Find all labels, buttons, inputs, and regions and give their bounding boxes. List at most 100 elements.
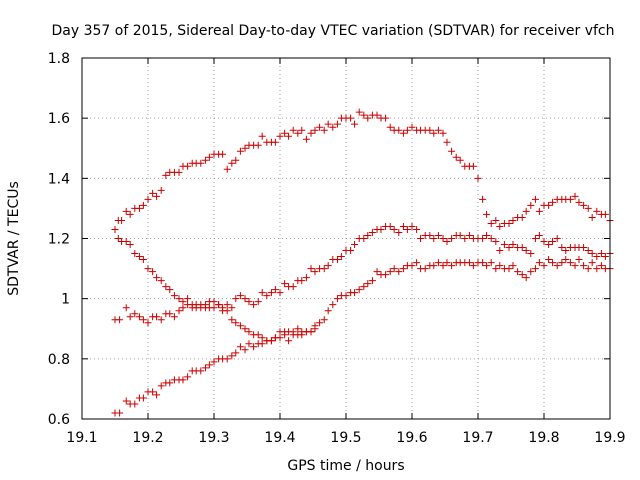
data-point <box>593 265 601 273</box>
data-point <box>558 244 566 252</box>
data-point <box>448 262 456 270</box>
data-point <box>302 274 310 282</box>
data-point <box>298 126 306 134</box>
data-point <box>479 259 487 267</box>
data-point <box>487 219 495 227</box>
data-point <box>430 235 438 242</box>
data-point <box>197 367 205 375</box>
data-point <box>430 129 438 137</box>
y-tick-label: 1 <box>61 292 70 308</box>
data-point <box>584 247 592 255</box>
data-point <box>245 328 253 336</box>
data-point <box>496 247 504 255</box>
data-point <box>210 358 218 366</box>
data-point <box>126 241 134 249</box>
data-point <box>149 268 157 276</box>
data-point <box>281 129 289 137</box>
data-point <box>254 141 262 149</box>
y-tick-label: 0.6 <box>48 412 70 428</box>
data-point <box>452 153 460 161</box>
data-point <box>469 262 477 270</box>
tick-labels: 19.1 19.2 19.3 19.4 19.5 19.6 19.7 19.8 19.9 0.6 0… <box>48 51 626 446</box>
data-point <box>166 310 174 318</box>
data-point <box>580 201 588 209</box>
data-point <box>162 171 170 179</box>
data-point <box>271 138 279 146</box>
data-point <box>527 250 535 258</box>
x-tick-label: 19.4 <box>264 430 295 446</box>
data-point <box>479 195 487 203</box>
data-point <box>116 409 124 417</box>
data-point <box>263 292 271 300</box>
data-point <box>289 283 297 291</box>
data-point <box>223 165 231 173</box>
data-point <box>408 222 416 230</box>
data-point <box>232 319 240 327</box>
data-point <box>122 207 130 215</box>
data-point <box>236 322 244 330</box>
data-point <box>298 331 306 339</box>
data-point <box>403 126 411 134</box>
data-point <box>531 265 539 273</box>
data-point <box>166 286 174 294</box>
data-point <box>228 316 236 324</box>
data-point <box>566 195 574 203</box>
data-point <box>377 225 385 233</box>
data-point <box>522 207 530 215</box>
data-point <box>258 132 266 140</box>
chart-title: Day 357 of 2015, Sidereal Day-to-day VTE… <box>51 23 614 39</box>
data-point <box>236 292 244 300</box>
data-point <box>566 259 574 267</box>
data-point <box>448 235 456 242</box>
data-point <box>347 247 355 255</box>
x-tick-label: 19.9 <box>594 430 625 446</box>
data-point <box>443 259 451 267</box>
data-point <box>228 352 236 360</box>
data-point <box>170 313 178 321</box>
data-point <box>267 337 275 345</box>
data-point <box>281 280 289 288</box>
data-point <box>522 247 530 255</box>
data-point <box>157 277 165 285</box>
data-point <box>443 238 451 246</box>
data-point <box>351 120 359 128</box>
data-point <box>285 337 293 345</box>
data-point <box>254 331 262 339</box>
x-tick-label: 19.6 <box>396 430 427 446</box>
data-point <box>434 259 442 267</box>
data-point <box>553 262 561 270</box>
data-point <box>135 313 143 321</box>
data-point <box>126 210 134 218</box>
data-point <box>324 262 332 270</box>
data-point <box>144 265 152 273</box>
data-point <box>139 316 147 324</box>
data-point <box>342 292 350 300</box>
data-point <box>294 325 302 333</box>
data-point <box>443 138 451 146</box>
data-point <box>584 265 592 273</box>
data-point <box>461 235 469 242</box>
data-point <box>465 259 473 267</box>
data-point <box>316 123 324 131</box>
data-point <box>522 274 530 282</box>
data-point <box>219 304 227 312</box>
data-point <box>456 156 464 164</box>
data-point <box>492 216 500 224</box>
data-point <box>588 259 596 267</box>
data-point <box>324 120 332 128</box>
data-point <box>540 262 548 270</box>
data-point <box>149 388 157 396</box>
data-point <box>329 123 337 131</box>
data-point <box>236 343 244 351</box>
data-point <box>535 207 543 215</box>
data-point <box>276 334 284 342</box>
axis-ticks <box>81 57 611 420</box>
data-point <box>580 262 588 270</box>
data-point <box>135 204 143 212</box>
data-point <box>382 271 390 279</box>
data-point <box>223 307 231 315</box>
data-point <box>271 286 279 294</box>
data-point <box>571 192 579 200</box>
data-point <box>364 280 372 288</box>
data-point <box>184 295 192 303</box>
